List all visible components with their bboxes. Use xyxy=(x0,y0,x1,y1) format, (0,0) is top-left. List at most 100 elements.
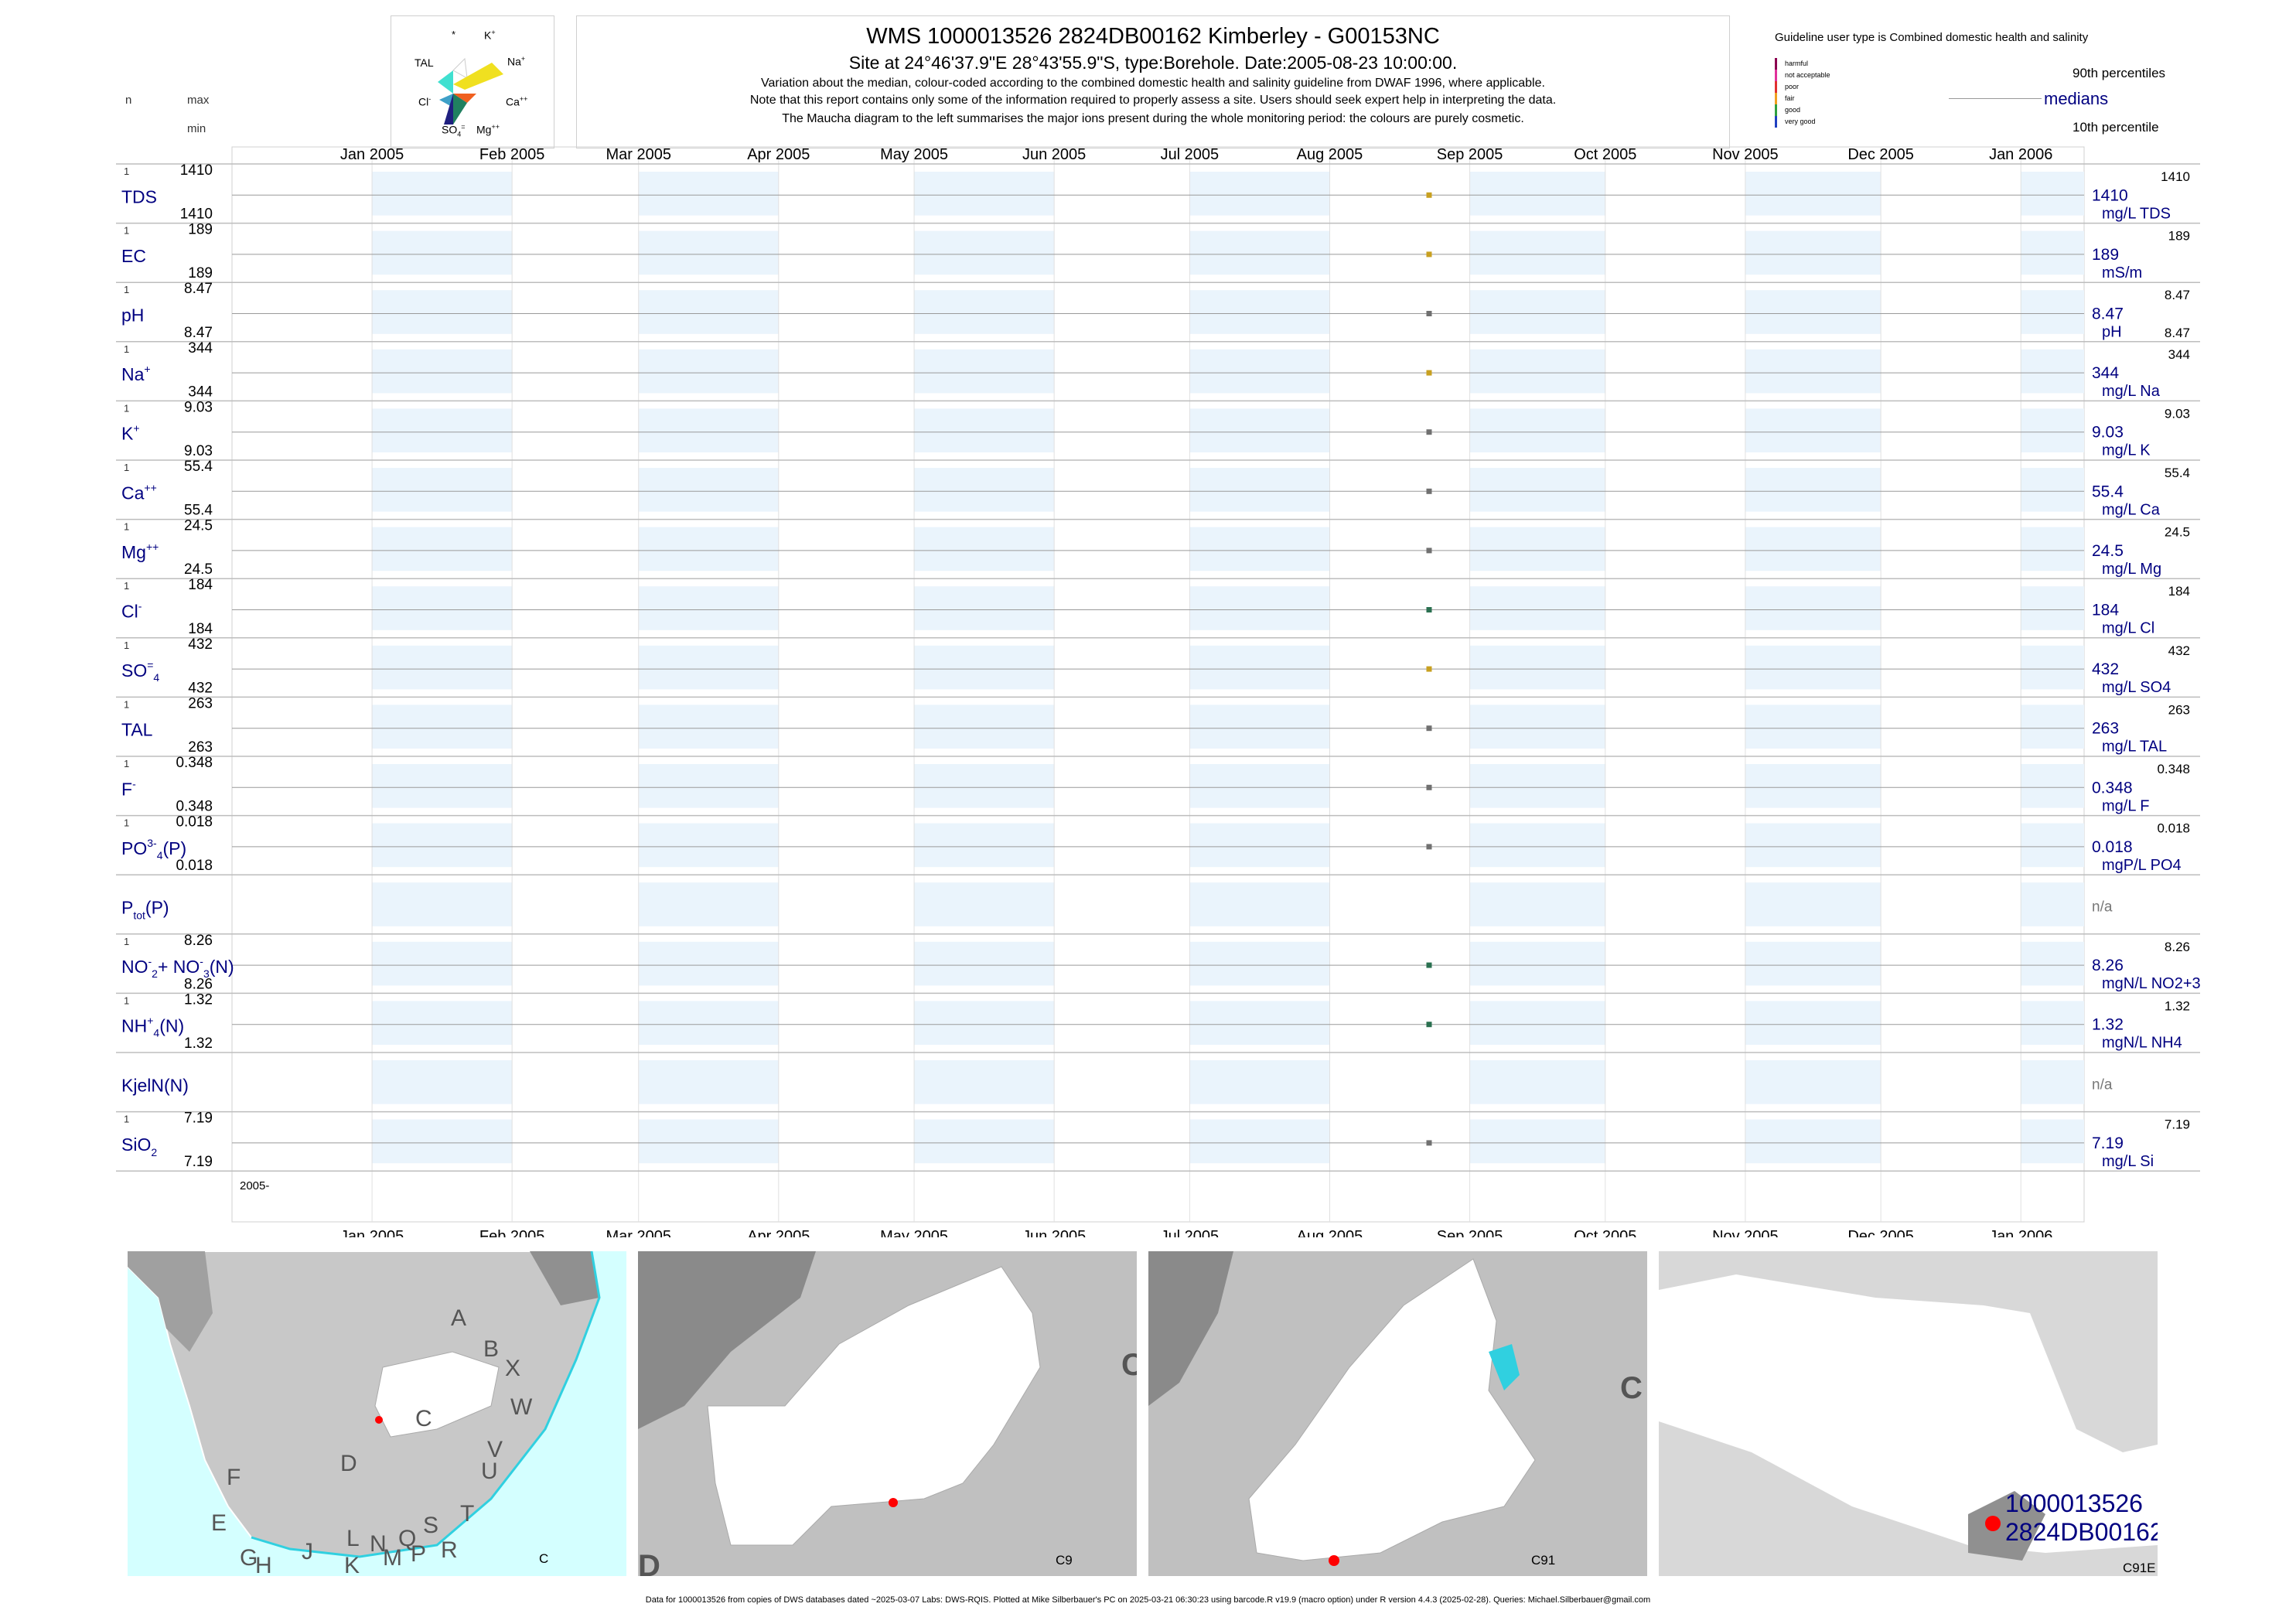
month-label-top: Jan 2005 xyxy=(340,146,404,163)
month-band xyxy=(1469,527,1605,571)
month-band xyxy=(1469,1060,1605,1104)
legend-class: good xyxy=(1775,104,1800,116)
row-unit: mg/L Cl xyxy=(2102,620,2154,637)
month-band xyxy=(638,408,779,452)
sample-point xyxy=(1426,311,1432,316)
month-label-bottom: Apr 2005 xyxy=(747,1228,810,1237)
maucha-k-label: K+ xyxy=(484,29,496,42)
month-band xyxy=(372,882,513,926)
month-label-bottom: Oct 2005 xyxy=(1574,1228,1636,1237)
month-band xyxy=(2021,586,2084,630)
month-label-top: Oct 2005 xyxy=(1574,146,1636,163)
sample-point xyxy=(1426,784,1432,790)
month-band xyxy=(372,527,513,571)
month-band xyxy=(372,705,513,749)
month-band xyxy=(1745,941,1881,986)
month-band xyxy=(1469,349,1605,394)
row-p90: 0.348 xyxy=(2157,762,2190,776)
row-n: 1 xyxy=(124,758,129,769)
month-band xyxy=(2021,230,2084,275)
sample-point xyxy=(1426,429,1432,435)
month-band xyxy=(914,349,1055,394)
row-max: 189 xyxy=(188,222,213,238)
variable-name: Mg++​ xyxy=(121,541,159,562)
sample-point xyxy=(1426,251,1432,258)
variable-name: NH+4​(N) xyxy=(121,1015,184,1039)
month-band xyxy=(1745,527,1881,571)
sample-point xyxy=(1426,1140,1432,1146)
month-band xyxy=(914,468,1055,512)
month-band xyxy=(1189,941,1330,986)
month-band xyxy=(1189,823,1330,868)
variable-name: PO3-4​(P) xyxy=(121,837,186,861)
legend-class-label: good xyxy=(1785,106,1801,114)
month-band xyxy=(914,290,1055,334)
row-unit: mgP/L PO4 xyxy=(2102,857,2182,874)
footer-credits: Data for 1000013526 from copies of DWS d… xyxy=(645,1595,1651,1605)
map-c91e: 1000013526 2824DB00162 C91E xyxy=(1659,1251,2158,1576)
map2-site-marker xyxy=(889,1498,898,1507)
row-unit: mg/L TDS xyxy=(2102,205,2171,222)
maucha-cl-label: Cl- xyxy=(418,95,432,108)
row-max: 1410 xyxy=(180,162,213,179)
note-line-3: The Maucha diagram to the left summarise… xyxy=(782,112,1524,125)
month-band xyxy=(914,1001,1055,1045)
row-min: 9.03 xyxy=(184,443,213,459)
maucha-mg-label: Mg++ xyxy=(476,123,500,136)
month-band xyxy=(638,882,779,926)
month-band xyxy=(372,468,513,512)
map-c9: C D C9 xyxy=(638,1251,1137,1576)
month-label-bottom: Feb 2005 xyxy=(479,1228,545,1237)
row-min: 432 xyxy=(188,680,213,696)
month-label-bottom: May 2005 xyxy=(880,1228,948,1237)
legend-p10: 10th percentile xyxy=(2073,120,2159,135)
month-band xyxy=(1189,1060,1330,1104)
row-unit: mg/L Si xyxy=(2102,1153,2154,1170)
month-band xyxy=(372,349,513,394)
month-band xyxy=(2021,468,2084,512)
variable-name: NO-2​+ NO-3​(N) xyxy=(121,955,234,980)
row-n: 1 xyxy=(124,817,129,829)
month-label-top: Jul 2005 xyxy=(1161,146,1220,163)
row-min: 184 xyxy=(188,621,213,637)
month-band xyxy=(1189,349,1330,394)
month-band xyxy=(1469,705,1605,749)
month-label-bottom: Jun 2005 xyxy=(1022,1228,1086,1237)
row-min: 0.018 xyxy=(176,858,213,874)
row-median-value: 344 xyxy=(2092,364,2119,382)
month-band xyxy=(914,408,1055,452)
month-label-bottom: Jul 2005 xyxy=(1161,1228,1220,1237)
maucha-tal xyxy=(438,70,453,94)
month-band xyxy=(914,645,1055,690)
row-p90: 184 xyxy=(2168,584,2190,599)
map1-label: C xyxy=(539,1551,549,1566)
n-header: n xyxy=(125,94,132,107)
maucha-ca-label: Ca++ xyxy=(506,95,528,108)
month-band xyxy=(638,468,779,512)
month-band xyxy=(638,823,779,868)
month-band xyxy=(638,764,779,808)
month-band xyxy=(1189,527,1330,571)
month-label-bottom: Mar 2005 xyxy=(606,1228,671,1237)
note-line-1: Variation about the median, colour-coded… xyxy=(761,77,1545,90)
sample-point xyxy=(1426,962,1432,968)
row-median-value: 0.348 xyxy=(2092,779,2133,797)
map4-dark xyxy=(1968,1491,2045,1561)
maucha-diagram: * K+ TAL Na+ Cl- Ca++ SO4= Mg++ xyxy=(391,15,554,148)
row-max: 8.26 xyxy=(184,933,213,949)
row-max: 9.03 xyxy=(184,399,213,415)
month-band xyxy=(2021,882,2084,926)
row-n: 1 xyxy=(124,284,129,295)
month-band xyxy=(372,1001,513,1045)
sample-point xyxy=(1426,1022,1432,1028)
map2-edge-c: C xyxy=(1121,1348,1137,1382)
row-max: 344 xyxy=(188,340,213,357)
row-unit: mg/L TAL xyxy=(2102,739,2167,756)
month-band xyxy=(2021,1060,2084,1104)
row-median-value: 1.32 xyxy=(2092,1016,2124,1034)
legend-median-line xyxy=(1949,98,2042,99)
month-band xyxy=(1469,645,1605,690)
variable-name: KjelN(N) xyxy=(121,1075,189,1095)
month-label-bottom: Jan 2005 xyxy=(340,1228,404,1237)
variable-name: pH xyxy=(121,305,144,326)
